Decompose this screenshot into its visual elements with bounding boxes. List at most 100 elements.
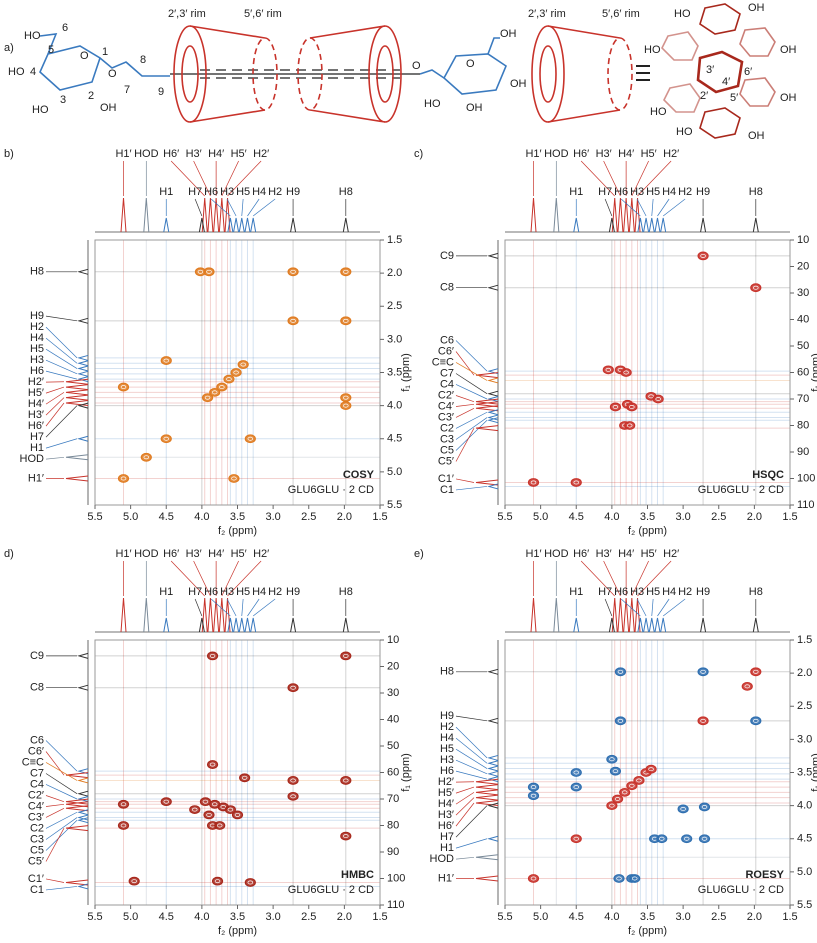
y-tick-label: 40 [797,313,809,325]
peak-label: C9 [440,250,454,262]
cross-peak-contour [612,769,619,774]
spectrum-peak [65,825,89,832]
spectrum-peak [623,197,630,233]
peak-label: H9 [286,586,300,598]
x-tick-label: 5.5 [497,911,512,923]
scheme-label: 5 [48,44,54,56]
peak-label: C≡C [432,356,454,368]
x-axis-label: f₂ (ppm) [628,525,667,537]
cross-peak [602,365,614,375]
x-tick-label: 4.0 [604,511,619,523]
cross-peak [287,791,299,801]
spectrum-peak [213,597,220,633]
x-tick-label: 5.0 [123,911,138,923]
spectrum-peak [77,435,89,442]
y-tick-label: 110 [797,499,815,511]
spectrum-peak [475,799,499,806]
peak-label: C4 [30,778,44,790]
x-tick-label: 2.0 [747,911,762,923]
cross-peak-contour [621,790,628,795]
spectrum-peak [201,197,208,233]
cross-peak-contour [290,778,296,783]
cross-peak [570,768,582,777]
label-leader [45,392,65,405]
cross-peak-contour [612,405,619,409]
peak-label: C1′ [28,873,44,885]
x-tick-label: 2.5 [711,911,726,923]
y-tick-label: 4.5 [387,433,402,445]
label-leader [45,370,78,380]
x-tick-label: 4.5 [569,511,584,523]
spectrum-peak [487,396,499,402]
cross-peak [140,452,152,462]
cross-peak [624,421,636,430]
cross-peak [620,368,632,377]
linker [99,57,170,77]
spectrum-peak [487,417,499,424]
spectrum-peak [487,770,499,777]
spectrum-peak [487,776,499,783]
x-tick-label: 1.5 [782,911,797,923]
peak-label: H4′ [618,148,634,160]
label-leader [455,419,488,451]
cross-peak-contour [648,394,654,399]
spectrum-peak [660,217,667,233]
scheme-label: OH [748,130,765,142]
spectrum-peak [487,390,499,397]
label-leader [193,560,211,597]
label-leader [620,598,641,617]
label-leader [455,411,488,429]
peak-label: H4 [252,586,266,598]
label-leader [455,340,488,372]
label-leader [252,198,276,217]
peak-label: H4′ [208,148,224,160]
cross-peak [619,787,631,797]
spectrum-peak [608,617,615,633]
peak-label: H5 [646,586,660,598]
peak-label: H3′ [186,148,202,160]
spectrum-peak [207,597,214,633]
x-axis-label: f₂ (ppm) [218,525,257,537]
cross-peak-contour [658,836,665,841]
spectrum-peak [77,370,89,377]
peak-label: HOD [430,853,455,865]
peak-label: H2 [268,586,282,598]
peak-label: H3′ [596,548,612,560]
spectrum-peak [475,789,499,796]
cross-peak [340,267,352,277]
y-tick-label: 60 [797,366,809,378]
cross-peak [340,776,352,785]
cross-peak [216,382,228,392]
scheme-label: 2′ [700,90,708,102]
label-leader [455,395,475,402]
x-tick-label: 3.5 [230,911,245,923]
spectrum-peak [120,197,127,233]
peak-label: H9 [696,586,710,598]
spectrum-peak [487,802,499,809]
peak-label: C7 [440,367,454,379]
cross-peak-contour [616,876,622,881]
scheme-label: HO [424,98,441,110]
label-leader [45,740,78,772]
peak-label: H8 [339,186,353,198]
label-leader [455,486,488,491]
glucose-ring [39,45,101,91]
peak-label: H8 [30,266,44,278]
label-leader [45,456,65,460]
label-leader [455,715,488,722]
spectrum-peak [643,217,650,233]
label-leader [45,795,65,802]
spectrum-peak [475,784,499,791]
label-leader [193,160,211,197]
cross-peak-contour [700,718,706,723]
peak-label: HOD [20,453,45,465]
peak-label: H6 [440,765,454,777]
peak-label: H3′ [596,148,612,160]
cross-peak [117,382,130,392]
peak-label: H6′ [438,820,454,832]
scheme-label: 4′ [722,76,730,88]
spectrum-peak [65,879,89,886]
peak-label: H1′ [438,872,454,884]
y-axis-label: f₁ (ppm) [810,753,817,792]
cross-peak-contour [629,783,635,788]
